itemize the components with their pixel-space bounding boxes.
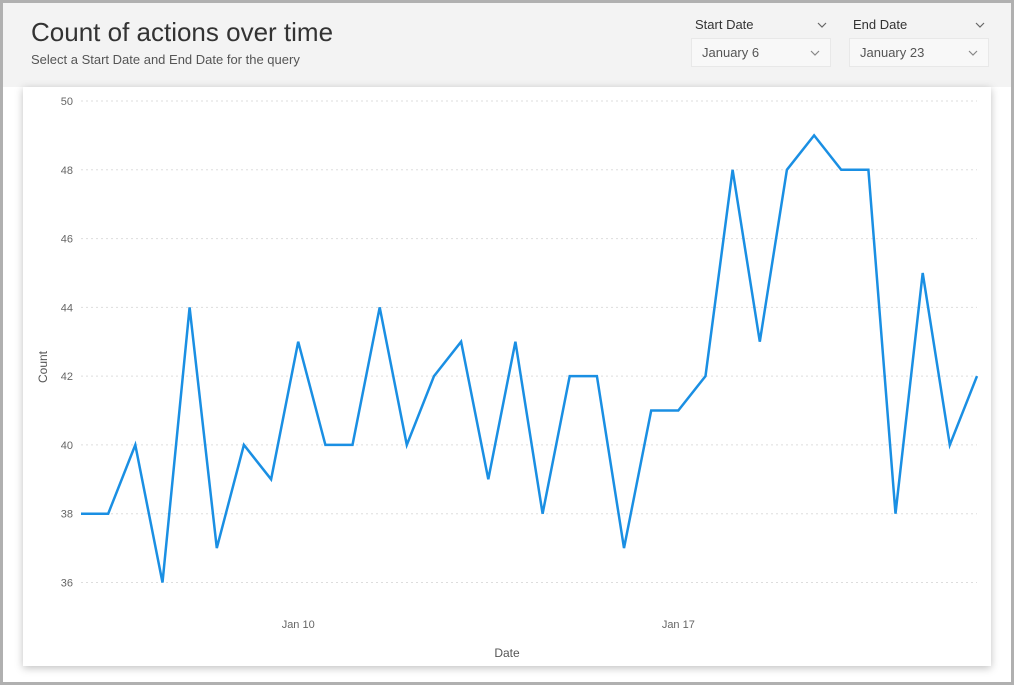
y-tick-label: 48 xyxy=(61,165,73,177)
title-block: Count of actions over time Select a Star… xyxy=(31,17,691,67)
end-date-label-row[interactable]: End Date xyxy=(849,17,989,32)
start-date-filter: Start Date January 6 xyxy=(691,17,831,67)
chevron-down-icon xyxy=(975,20,985,30)
end-date-dropdown[interactable]: January 23 xyxy=(849,38,989,67)
end-date-filter: End Date January 23 xyxy=(849,17,989,67)
x-axis-label: Date xyxy=(23,646,991,666)
data-line xyxy=(81,135,977,582)
y-tick-label: 50 xyxy=(61,96,73,108)
chart-subtitle: Select a Start Date and End Date for the… xyxy=(31,52,691,67)
chart-title: Count of actions over time xyxy=(31,17,691,48)
end-date-value: January 23 xyxy=(860,45,924,60)
end-date-label: End Date xyxy=(853,17,907,32)
date-filters: Start Date January 6 End Date xyxy=(691,17,989,67)
chevron-down-icon xyxy=(817,20,827,30)
dashboard-frame: Count of actions over time Select a Star… xyxy=(0,0,1014,685)
start-date-label: Start Date xyxy=(695,17,754,32)
y-tick-label: 40 xyxy=(61,440,73,452)
x-tick-label: Jan 17 xyxy=(662,619,695,631)
chevron-down-icon xyxy=(968,48,978,58)
start-date-value: January 6 xyxy=(702,45,759,60)
header-bar: Count of actions over time Select a Star… xyxy=(3,3,1011,87)
chart-body: Count 3638404244464850Jan 10Jan 17 xyxy=(23,87,991,646)
x-tick-label: Jan 10 xyxy=(282,619,315,631)
start-date-label-row[interactable]: Start Date xyxy=(691,17,831,32)
line-chart-svg: 36 38 40 42 44 46 48 50 Jan 10 Jan 17 xyxy=(23,87,991,646)
y-tick-label: 44 xyxy=(61,302,73,314)
chart-panel: Count 3638404244464850Jan 10Jan 17 Date xyxy=(23,87,991,666)
y-tick-label: 38 xyxy=(61,509,73,521)
y-tick-label: 36 xyxy=(61,577,73,589)
y-tick-label: 42 xyxy=(61,371,73,383)
chevron-down-icon xyxy=(810,48,820,58)
y-tick-label: 46 xyxy=(61,234,73,246)
start-date-dropdown[interactable]: January 6 xyxy=(691,38,831,67)
